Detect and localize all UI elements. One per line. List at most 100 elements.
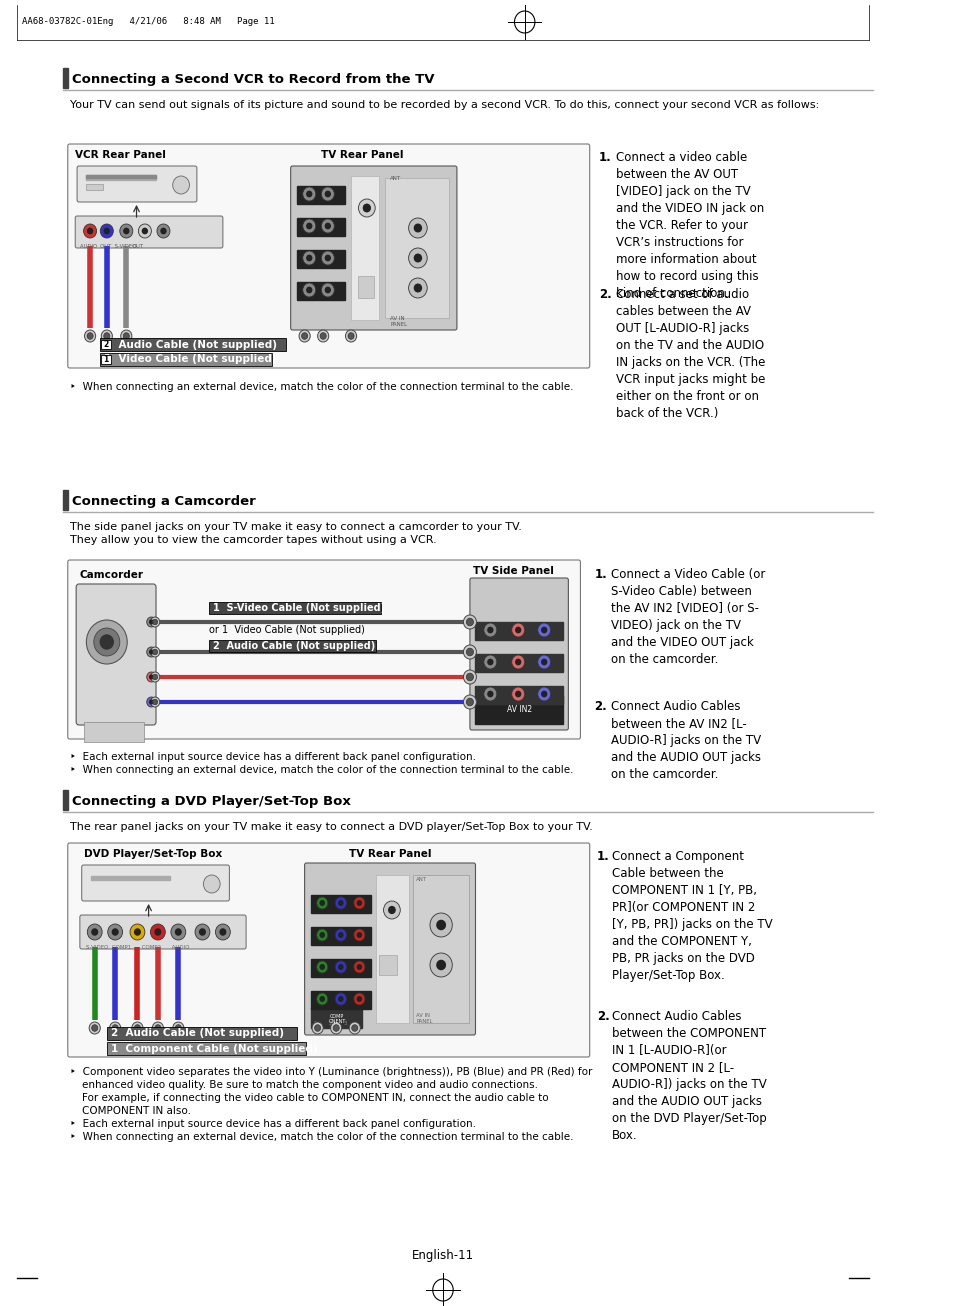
Text: Connect a Component
Cable between the
COMPONENT IN 1 [Y, PB,
PR](or COMPONENT IN: Connect a Component Cable between the CO…	[612, 850, 772, 982]
FancyBboxPatch shape	[304, 863, 475, 1034]
Circle shape	[203, 875, 220, 893]
Circle shape	[87, 620, 127, 663]
Circle shape	[91, 929, 97, 935]
Circle shape	[430, 913, 452, 936]
Circle shape	[312, 1023, 323, 1034]
Circle shape	[220, 929, 226, 935]
Circle shape	[316, 929, 328, 942]
Circle shape	[408, 218, 427, 238]
Circle shape	[487, 660, 493, 665]
Circle shape	[357, 901, 361, 905]
Circle shape	[302, 219, 315, 232]
Circle shape	[147, 646, 156, 657]
Text: COMPONENT IN also.: COMPONENT IN also.	[82, 1106, 191, 1117]
Circle shape	[352, 1025, 357, 1032]
Text: 2  Audio Cable (Not supplied): 2 Audio Cable (Not supplied)	[213, 641, 375, 650]
Circle shape	[147, 616, 156, 627]
Bar	[311, 895, 371, 913]
Circle shape	[487, 691, 493, 696]
Circle shape	[151, 697, 159, 707]
Bar	[413, 875, 469, 1023]
Circle shape	[325, 223, 330, 229]
Text: 1  Component Cable (Not supplied): 1 Component Cable (Not supplied)	[111, 1043, 316, 1054]
Bar	[101, 355, 111, 364]
Text: TV Rear Panel: TV Rear Panel	[349, 849, 431, 859]
Bar	[297, 218, 345, 236]
Circle shape	[414, 225, 421, 231]
Text: Connect a set of audio
cables between the AV
OUT [L-AUDIO-R] jacks
on the TV and: Connect a set of audio cables between th…	[615, 289, 764, 421]
Circle shape	[487, 627, 493, 632]
Circle shape	[124, 229, 129, 234]
Circle shape	[335, 897, 346, 909]
Bar	[63, 790, 68, 810]
Circle shape	[138, 225, 152, 238]
Text: S-VIDEO  COMP1      COMP2      AUDIO: S-VIDEO COMP1 COMP2 AUDIO	[87, 946, 190, 949]
Text: Connect Audio Cables
between the AV IN2 [L-
AUDIO-R] jacks on the TV
and the AUD: Connect Audio Cables between the AV IN2 …	[611, 700, 760, 781]
Text: AV IN2: AV IN2	[506, 705, 531, 714]
Circle shape	[301, 333, 308, 340]
Circle shape	[345, 330, 356, 342]
FancyBboxPatch shape	[291, 166, 456, 330]
Bar	[107, 1042, 306, 1055]
Circle shape	[511, 656, 524, 669]
Circle shape	[151, 616, 159, 627]
Circle shape	[321, 283, 334, 296]
Circle shape	[88, 229, 92, 234]
Circle shape	[338, 996, 342, 1002]
FancyBboxPatch shape	[68, 144, 589, 368]
Circle shape	[363, 205, 370, 212]
Circle shape	[537, 687, 550, 701]
Circle shape	[151, 673, 159, 682]
Text: 1.: 1.	[594, 568, 606, 581]
Bar	[311, 959, 371, 977]
Circle shape	[199, 929, 205, 935]
Circle shape	[354, 961, 365, 973]
Circle shape	[463, 615, 476, 629]
Text: 2.: 2.	[597, 1010, 609, 1023]
Circle shape	[147, 673, 156, 682]
Text: or 1  Video Cable (Not supplied): or 1 Video Cable (Not supplied)	[209, 626, 364, 635]
Bar	[87, 175, 156, 180]
Circle shape	[321, 219, 334, 232]
Text: 2  Audio Cable (Not supplied): 2 Audio Cable (Not supplied)	[111, 1029, 283, 1038]
Circle shape	[349, 1023, 360, 1034]
Circle shape	[354, 929, 365, 942]
Circle shape	[112, 1025, 118, 1032]
Text: ‣  When connecting an external device, match the color of the connection termina: ‣ When connecting an external device, ma…	[70, 765, 573, 774]
Circle shape	[152, 699, 157, 705]
Text: ‣  Each external input source device has a different back panel configuration.: ‣ Each external input source device has …	[70, 1119, 476, 1128]
Circle shape	[104, 229, 110, 234]
Circle shape	[383, 901, 400, 919]
Text: VCR Rear Panel: VCR Rear Panel	[75, 150, 166, 161]
Circle shape	[316, 897, 328, 909]
FancyBboxPatch shape	[68, 560, 579, 739]
Circle shape	[320, 932, 324, 938]
Circle shape	[155, 929, 160, 935]
Text: 1  S-Video Cable (Not supplied): 1 S-Video Cable (Not supplied)	[213, 603, 384, 613]
Circle shape	[541, 627, 546, 632]
Text: Camcorder: Camcorder	[79, 569, 143, 580]
Circle shape	[307, 287, 312, 293]
Circle shape	[463, 695, 476, 709]
Bar	[375, 875, 408, 1023]
Circle shape	[100, 635, 113, 649]
Circle shape	[302, 187, 315, 201]
Circle shape	[307, 192, 312, 197]
Bar	[87, 175, 156, 178]
Circle shape	[321, 187, 334, 201]
Text: English-11: English-11	[412, 1249, 474, 1262]
Circle shape	[388, 906, 395, 913]
Circle shape	[335, 961, 346, 973]
Circle shape	[436, 960, 445, 969]
Bar	[297, 185, 345, 204]
Circle shape	[320, 996, 324, 1002]
Text: Connecting a Camcorder: Connecting a Camcorder	[72, 495, 256, 508]
Circle shape	[298, 330, 310, 342]
Text: Connect Audio Cables
between the COMPONENT
IN 1 [L-AUDIO-R](or
COMPONENT IN 2 [L: Connect Audio Cables between the COMPONE…	[612, 1010, 766, 1141]
Circle shape	[152, 619, 157, 624]
Circle shape	[541, 660, 546, 665]
Bar	[87, 184, 103, 189]
FancyBboxPatch shape	[82, 865, 229, 901]
Circle shape	[537, 656, 550, 669]
Text: Connect a video cable
between the AV OUT
[VIDEO] jack on the TV
and the VIDEO IN: Connect a video cable between the AV OUT…	[615, 151, 763, 300]
